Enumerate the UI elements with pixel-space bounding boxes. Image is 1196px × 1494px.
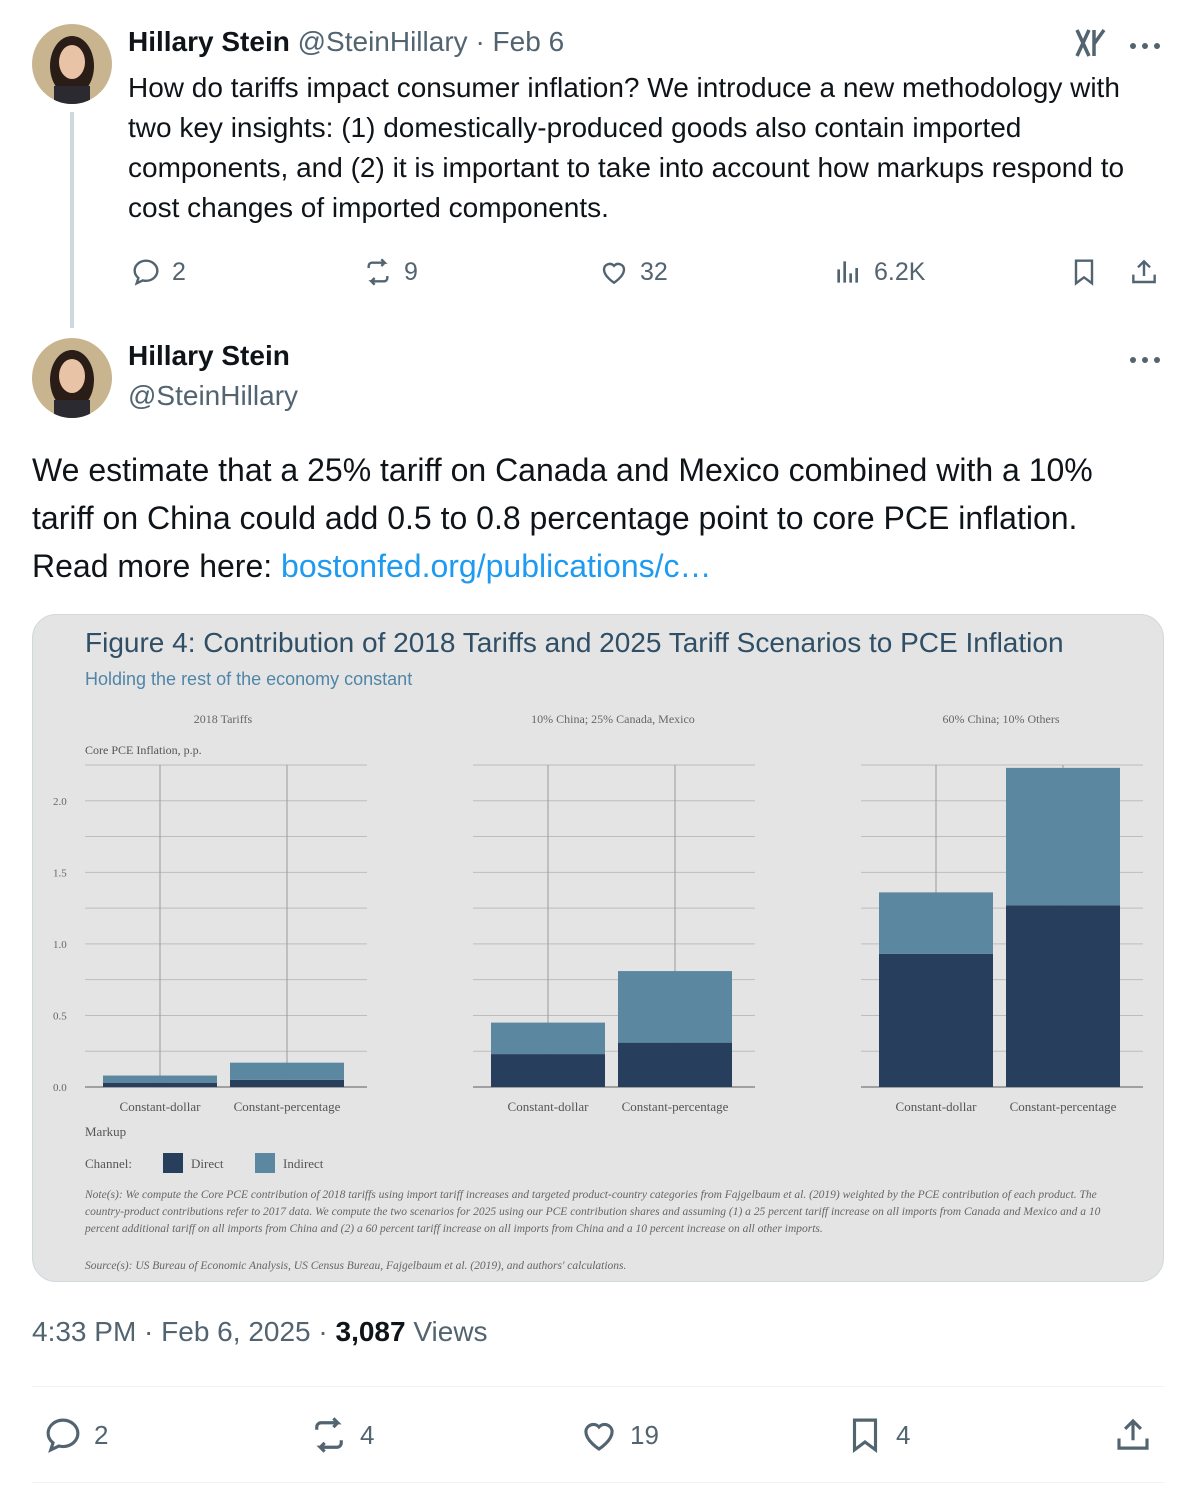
bookmark-button[interactable]: 4	[844, 1414, 910, 1456]
chart-subtitle: Holding the rest of the economy constant	[85, 669, 412, 689]
bar-direct	[879, 953, 993, 1087]
panel-title: 2018 Tariffs	[194, 712, 253, 726]
x-tick-label: Constant-percentage	[622, 1099, 729, 1114]
repost-button[interactable]: 9	[362, 256, 418, 288]
bar-direct	[103, 1082, 217, 1087]
avatar-photo	[32, 24, 112, 104]
author-name[interactable]: Hillary Stein	[128, 26, 290, 57]
x-axis-label: Markup	[85, 1124, 126, 1139]
x-tick-label: Constant-dollar	[508, 1099, 590, 1114]
like-button[interactable]: 32	[598, 256, 668, 288]
avatar[interactable]	[32, 338, 112, 418]
chart-title: Figure 4: Contribution of 2018 Tariffs a…	[85, 627, 1064, 658]
tweet-text: How do tariffs impact consumer inflation…	[128, 72, 1125, 223]
tweet-date[interactable]: · Feb 6	[475, 26, 565, 57]
y-tick-label: 0.0	[53, 1082, 67, 1094]
tweet-timestamp: 4:33 PM · Feb 6, 2025 · 3,087 Views	[32, 1316, 488, 1348]
reply-count: 2	[94, 1419, 109, 1450]
grok-icon[interactable]	[1074, 26, 1108, 65]
like-button[interactable]: 19	[578, 1414, 659, 1456]
legend-swatch-indirect	[255, 1153, 275, 1173]
chart-source: Source(s): US Bureau of Economic Analysi…	[85, 1260, 627, 1272]
repost-button[interactable]: 4	[308, 1414, 374, 1456]
reply-button[interactable]: 2	[42, 1414, 108, 1456]
bar-direct	[1006, 905, 1120, 1087]
repost-icon	[367, 258, 389, 286]
bookmark-icon	[852, 1418, 878, 1454]
bookmark-icon[interactable]	[1068, 256, 1100, 293]
reply-icon	[133, 259, 159, 286]
y-tick-label: 0.5	[53, 1010, 67, 1022]
bar-indirect	[618, 971, 732, 1043]
bar-direct	[491, 1054, 605, 1087]
repost-count: 4	[360, 1419, 375, 1450]
like-icon	[602, 262, 626, 285]
reply-button[interactable]: 2	[130, 256, 186, 288]
x-tick-label: Constant-dollar	[896, 1099, 978, 1114]
share-icon[interactable]	[1128, 256, 1160, 293]
like-count: 32	[640, 257, 668, 286]
thread-line	[70, 112, 74, 328]
repost-count: 9	[404, 257, 418, 286]
figure-image[interactable]: Figure 4: Contribution of 2018 Tariffs a…	[32, 614, 1164, 1282]
panel-title: 10% China; 25% Canada, Mexico	[531, 712, 695, 726]
x-tick-label: Constant-percentage	[1010, 1099, 1117, 1114]
tweet-header: Hillary Stein @SteinHillary · Feb 6	[128, 26, 564, 58]
reply-icon	[46, 1418, 80, 1453]
bar-indirect	[1006, 767, 1120, 906]
tweet-link[interactable]: bostonfed.org/publications/c…	[281, 548, 712, 584]
divider	[32, 1386, 1164, 1387]
divider	[32, 1482, 1164, 1483]
legend-label-indirect: Indirect	[283, 1156, 324, 1171]
bookmark-count: 4	[896, 1419, 911, 1450]
views-label: Views	[405, 1316, 488, 1347]
timestamp-text[interactable]: 4:33 PM · Feb 6, 2025 ·	[32, 1316, 336, 1347]
y-tick-label: 2.0	[53, 796, 67, 808]
y-tick-label: 1.5	[53, 867, 67, 879]
legend-title: Channel:	[85, 1156, 132, 1171]
reply-count: 2	[172, 257, 186, 286]
bar-indirect	[230, 1062, 344, 1080]
tweet-text: We estimate that a 25% tariff on Canada …	[32, 446, 1162, 590]
chart-note: Note(s): We compute the Core PCE contrib…	[85, 1189, 1101, 1235]
like-icon	[584, 1422, 614, 1451]
tweet-body: We estimate that a 25% tariff on Canada …	[32, 452, 1093, 584]
bar-indirect	[879, 892, 993, 954]
bar-direct	[230, 1079, 344, 1087]
views-icon	[837, 261, 858, 283]
avatar-photo	[32, 338, 112, 418]
y-tick-label: 1.0	[53, 939, 67, 951]
legend-swatch-direct	[163, 1153, 183, 1173]
repost-icon	[315, 1417, 343, 1453]
chart: Figure 4: Contribution of 2018 Tariffs a…	[53, 627, 1143, 1173]
panel-title: 60% China; 10% Others	[943, 712, 1060, 726]
like-count: 19	[630, 1419, 659, 1450]
views-count: 6.2K	[874, 257, 926, 286]
author-handle[interactable]: @SteinHillary	[128, 380, 299, 411]
author-handle[interactable]: @SteinHillary	[297, 26, 468, 57]
x-tick-label: Constant-dollar	[120, 1099, 202, 1114]
more-icon[interactable]	[1128, 352, 1162, 370]
views-button[interactable]: 6.2K	[832, 256, 925, 288]
views-count: 3,087	[335, 1316, 406, 1347]
author-name[interactable]: Hillary Stein	[128, 340, 290, 371]
avatar[interactable]	[32, 24, 112, 104]
bar-indirect	[491, 1022, 605, 1055]
bar-indirect	[103, 1075, 217, 1083]
x-tick-label: Constant-percentage	[234, 1099, 341, 1114]
share-icon[interactable]	[1112, 1414, 1154, 1461]
more-icon[interactable]	[1128, 38, 1162, 56]
y-axis-label: Core PCE Inflation, p.p.	[85, 743, 202, 757]
legend-label-direct: Direct	[191, 1156, 224, 1171]
bar-direct	[618, 1042, 732, 1087]
